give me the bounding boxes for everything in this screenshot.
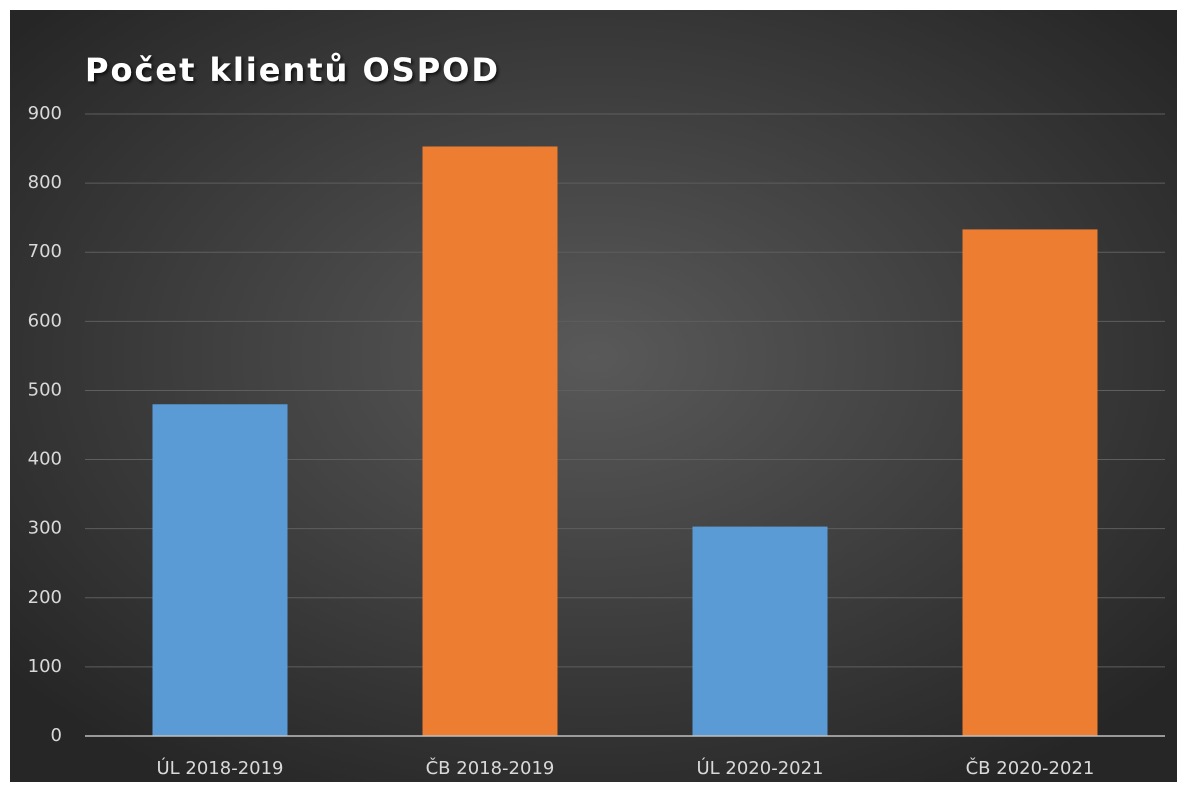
- y-tick-label: 200: [28, 587, 62, 608]
- y-tick-label: 600: [28, 310, 62, 331]
- y-tick-label: 400: [28, 449, 62, 470]
- y-tick-label: 800: [28, 172, 62, 193]
- x-tick-label: ČB 2020-2021: [966, 757, 1095, 779]
- bar: [422, 146, 558, 736]
- y-tick-label: 300: [28, 518, 62, 539]
- chart-title: Počet klientů OSPOD: [85, 51, 500, 89]
- x-tick-label: ÚL 2018-2019: [156, 757, 283, 779]
- bar: [962, 229, 1098, 736]
- y-tick-label: 0: [51, 725, 62, 746]
- x-tick-label: ÚL 2020-2021: [696, 757, 823, 779]
- y-tick-label: 900: [28, 103, 62, 124]
- bar: [692, 526, 828, 736]
- y-tick-label: 700: [28, 241, 62, 262]
- x-tick-label: ČB 2018-2019: [426, 757, 555, 779]
- bar: [152, 404, 288, 736]
- y-tick-label: 100: [28, 656, 62, 677]
- y-tick-label: 500: [28, 379, 62, 400]
